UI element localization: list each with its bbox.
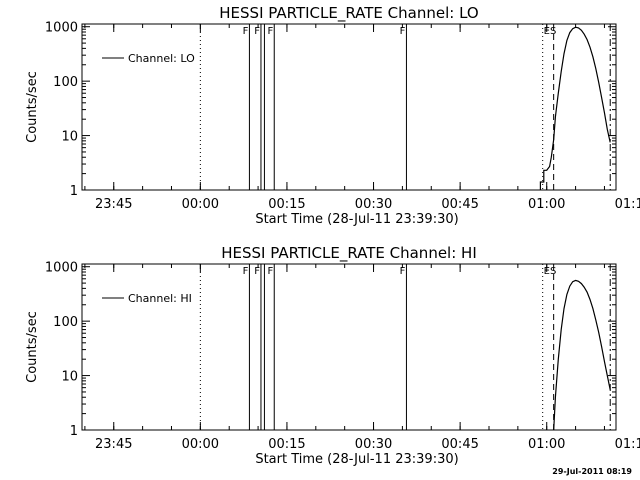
hi-channel-panel: HESSI PARTICLE_RATE Channel: HI 1 10 100 100… [25,244,640,467]
x-tick-label: 00:30 [355,197,392,212]
x-tick-label: 00:15 [268,197,305,212]
flag-label: ES [544,26,557,37]
y-tick-label: 1 [70,424,78,439]
x-tick-label: 23:45 [95,197,132,212]
legend-label: Channel: HI [128,292,192,305]
y-tick-label: 1000 [45,21,78,36]
x-tick-label: 01:00 [528,437,565,452]
x-tick-label: 01:15 [615,437,640,452]
plot-frame [81,23,617,191]
flag-label: F [267,266,273,277]
y-tick-label: 100 [53,75,78,90]
y-tick-label: 10 [61,130,78,145]
footer-timestamp: 29-Jul-2011 08:19 [552,467,632,476]
flag-label: F [243,266,249,277]
x-tick-label: 23:45 [95,437,132,452]
lo-channel-panel: HESSI PARTICLE_RATE Channel: LO 1 10 100 100… [25,4,640,227]
flag-label: F [254,266,260,277]
x-tick-label: 00:00 [182,197,219,212]
x-axis-label: Start Time (28-Jul-11 23:39:30) [255,452,458,467]
y-tick-label: 1000 [45,261,78,276]
x-tick-label: 01:00 [528,197,565,212]
x-tick-label: 00:00 [182,437,219,452]
y-axis-label: Counts/sec [25,71,40,143]
y-axis-label: Counts/sec [25,311,40,383]
legend-label: Channel: LO [128,52,195,65]
x-tick-label: 00:45 [441,197,478,212]
flag-label: F [400,26,406,37]
x-axis-label: Start Time (28-Jul-11 23:39:30) [255,212,458,227]
flag-label: F [400,266,406,277]
x-tick-label: 00:45 [441,437,478,452]
flag-label: F [254,26,260,37]
series-line [539,26,611,190]
flag-label: ES [544,266,557,277]
x-tick-label: 00:15 [268,437,305,452]
x-tick-label: 00:30 [355,437,392,452]
chart-title: HESSI PARTICLE_RATE Channel: HI [221,244,477,263]
x-tick-label: 01:15 [615,197,640,212]
y-tick-label: 100 [53,315,78,330]
chart-title: HESSI PARTICLE_RATE Channel: LO [219,4,478,23]
plot-frame [81,263,617,431]
y-tick-label: 10 [61,370,78,385]
y-tick-label: 1 [70,184,78,199]
flag-label: F [243,26,249,37]
series-line [553,279,611,431]
flag-label: F [267,26,273,37]
